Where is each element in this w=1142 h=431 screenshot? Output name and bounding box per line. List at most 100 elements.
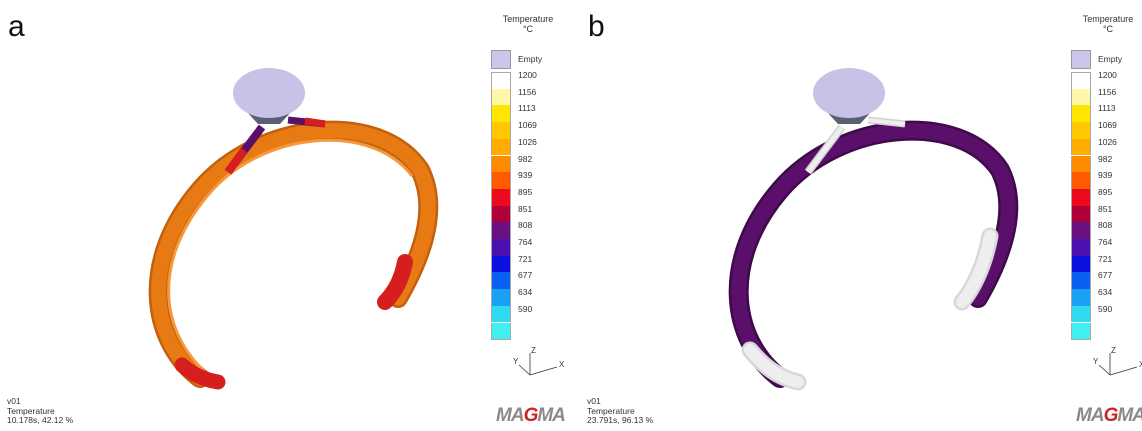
hot-end-left	[174, 357, 226, 390]
legend-swatch	[1071, 255, 1091, 273]
runner-right-fill	[867, 118, 906, 126]
legend-value-label: 851	[1098, 203, 1113, 214]
legend-value-label: 634	[1098, 287, 1113, 298]
legend-value-label: 1156	[1098, 86, 1117, 97]
simulation-info: v01 Temperature 23.791s, 96.13 %	[587, 396, 654, 426]
axis-x-label: X	[559, 360, 565, 369]
legend-value-label: 1156	[518, 86, 537, 97]
legend-swatch	[1071, 105, 1091, 123]
legend-value-label: 677	[1098, 270, 1113, 281]
legend-value-label: 721	[518, 253, 533, 264]
legend-swatch	[491, 155, 511, 173]
legend-swatch	[491, 138, 511, 156]
legend-swatch	[1071, 305, 1091, 323]
legend-swatch-empty	[491, 50, 511, 69]
axis-y-label: Y	[513, 357, 519, 366]
legend-value-label: 764	[1098, 237, 1113, 247]
ring-band-outer	[728, 120, 1019, 388]
legend-swatch	[491, 289, 511, 306]
empty-end-left-fill	[744, 344, 804, 388]
result-type-label: Temperature	[587, 405, 635, 416]
legend-swatch	[1071, 172, 1091, 189]
legend-empty-label: Empty	[1098, 54, 1123, 64]
legend-value-label: 590	[1098, 303, 1113, 314]
legend-swatch	[1071, 72, 1091, 90]
magma-logo: MAGMA	[496, 405, 566, 426]
legend-value-label: 895	[1098, 186, 1113, 197]
legend-value-label: 808	[1098, 220, 1113, 231]
ring-band	[151, 123, 436, 386]
axis-triad: Z X Y	[513, 346, 565, 376]
legend-title: Temperature	[502, 14, 554, 24]
result-type-label: Temperature	[7, 405, 55, 416]
legend-value-label: 1026	[1098, 136, 1117, 147]
axis-y-label: Y	[1093, 357, 1099, 366]
time-fill-label: 23.791s, 96.13 %	[587, 415, 654, 425]
legend-swatch	[1071, 205, 1091, 223]
legend-unit: °C	[1102, 24, 1114, 34]
legend-unit: °C	[522, 24, 534, 34]
panel-label: b	[588, 10, 605, 43]
axis-z-label: Z	[1111, 346, 1116, 355]
legend-value-label: 1069	[518, 120, 537, 131]
legend-swatch	[491, 105, 511, 123]
runner-left-hot	[224, 147, 248, 175]
legend-value-label: 851	[518, 203, 533, 214]
version-label: v01	[587, 396, 601, 406]
ring-band-highlight	[167, 138, 414, 374]
legend-swatch	[1071, 289, 1091, 306]
hot-end-right	[377, 254, 413, 310]
legend-swatch	[491, 305, 511, 323]
sprue-top	[233, 68, 305, 118]
legend-value-label: 982	[518, 153, 533, 164]
legend-value-label: 677	[518, 270, 533, 281]
legend-value-label: 590	[518, 303, 533, 314]
legend-value-label: 939	[518, 170, 533, 181]
time-fill-label: 10.178s, 42.12 %	[7, 415, 74, 425]
simulation-info: v01 Temperature 10.178s, 42.12 %	[7, 396, 74, 426]
legend-swatch	[491, 122, 511, 139]
casting-render	[148, 68, 439, 390]
legend-swatch	[1071, 272, 1091, 290]
legend-swatch	[491, 322, 511, 341]
legend-swatch	[491, 172, 511, 189]
legend-value-label: 1026	[518, 136, 537, 147]
legend-swatch	[491, 272, 511, 290]
legend-swatch	[1071, 122, 1091, 139]
legend-swatch	[1071, 155, 1091, 173]
legend-swatch	[491, 72, 511, 90]
legend-swatch	[491, 188, 511, 206]
empty-end-right-fill	[956, 230, 996, 308]
legend-swatch	[491, 205, 511, 223]
legend-swatch	[1071, 239, 1091, 256]
legend-value-label: 982	[1098, 153, 1113, 164]
ring-band	[731, 123, 1016, 386]
legend-swatch	[491, 88, 511, 106]
sprue-top	[813, 68, 885, 118]
runner-left-fill	[806, 125, 844, 174]
legend-title: Temperature	[1082, 14, 1134, 24]
legend-value-label: 1200	[518, 70, 537, 80]
casting-render	[728, 68, 1019, 391]
legend-empty-label: Empty	[518, 54, 543, 64]
panel-a: a Temperature °C Empty 1200 1156 1113 1069 10…	[7, 10, 566, 426]
legend-swatch	[1071, 88, 1091, 106]
version-label: v01	[7, 396, 21, 406]
legend-value-label: 808	[518, 220, 533, 231]
legend-value-label: 895	[518, 186, 533, 197]
legend-value-label: 721	[1098, 253, 1113, 264]
panel-label: a	[8, 10, 25, 43]
legend-swatch	[1071, 138, 1091, 156]
legend-swatch	[1071, 322, 1091, 341]
axis-x-label: X	[1139, 360, 1142, 369]
legend-swatch-empty	[1071, 50, 1091, 69]
legend-value-label: 634	[518, 287, 533, 298]
axis-triad: Z X Y	[1093, 346, 1142, 376]
axis-z-label: Z	[531, 346, 536, 355]
legend-swatch	[491, 222, 511, 239]
magma-logo: MAGMA	[1076, 405, 1142, 426]
legend-swatch	[1071, 188, 1091, 206]
legend-swatch	[1071, 222, 1091, 239]
legend-value-label: 764	[518, 237, 533, 247]
legend-swatch	[491, 255, 511, 273]
